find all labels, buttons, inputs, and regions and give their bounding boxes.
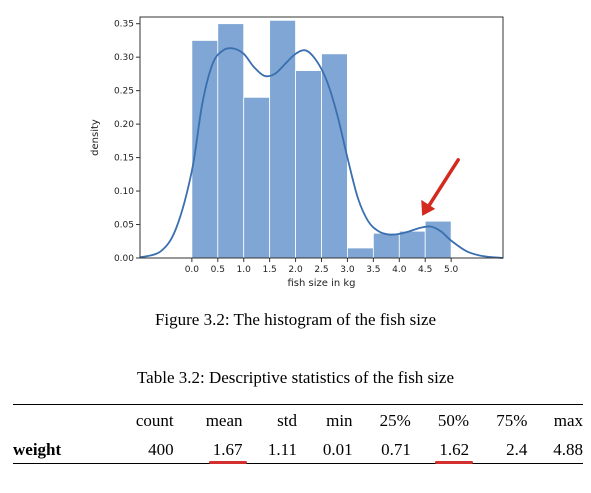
histogram-bar xyxy=(217,23,245,259)
x-tick-label: 3.5 xyxy=(366,265,380,275)
table-cell: 1.67 xyxy=(174,434,247,464)
histogram-chart: 0.00 0.05 0.10 0.15 0.20 0.25 0.30 0.35 0.0 0.5 1.… xyxy=(90,16,504,289)
x-tick-label: 0.5 xyxy=(211,265,225,275)
cell-value: 0.71 xyxy=(381,440,411,459)
y-tick-label: 0.25 xyxy=(114,87,134,97)
cell-value: 4.88 xyxy=(553,440,583,459)
histogram-bar xyxy=(269,19,296,259)
table-cell: 1.62 xyxy=(411,434,473,464)
table-cell: 2.4 xyxy=(469,434,527,464)
kde-curve xyxy=(139,47,504,259)
column-header: max xyxy=(553,411,583,430)
column-header: 50% xyxy=(437,411,470,430)
y-tick-label: 0.15 xyxy=(114,154,134,164)
y-tick-label: 0.10 xyxy=(114,187,134,197)
highlighted-value: 1.67 xyxy=(208,440,247,464)
x-axis-label: fish size in kg xyxy=(287,278,355,289)
figure-caption: Figure 3.2: The histogram of the fish si… xyxy=(154,310,437,329)
x-tick-label: 5.0 xyxy=(444,265,459,275)
histogram-bar xyxy=(347,247,374,259)
y-axis-label: density xyxy=(90,119,101,156)
cell-value: 1.11 xyxy=(267,440,297,459)
x-tick-label: 4.5 xyxy=(418,265,432,275)
column-header: mean xyxy=(205,411,243,430)
column-header xyxy=(13,405,103,435)
histogram-bar xyxy=(243,96,271,259)
x-tick-label: 1.5 xyxy=(262,265,276,275)
column-header: count xyxy=(135,411,174,430)
table-row: weight 400 1.67 1.11 0.01 0.71 1.62 2.4 4.88 xyxy=(13,434,583,464)
annotation-arrow xyxy=(421,158,460,216)
stats-table: count mean std min 25% 50% 75% max weight 400 1.6… xyxy=(13,404,583,464)
y-tick-label: 0.05 xyxy=(114,221,134,231)
x-tick-label: 4.0 xyxy=(392,265,407,275)
highlighted-value: 1.62 xyxy=(435,440,473,464)
histogram-figure: 0.00 0.05 0.10 0.15 0.20 0.25 0.30 0.35 0.0 0.5 1.… xyxy=(90,16,504,289)
table-header-row: count mean std min 25% 50% 75% max xyxy=(13,404,583,435)
histogram-bar xyxy=(372,232,400,259)
y-tick-label: 0.00 xyxy=(114,254,134,264)
arrow-head xyxy=(421,199,436,216)
arrow-shaft xyxy=(426,158,460,209)
cell-value: 2.4 xyxy=(506,440,528,459)
y-tick-label: 0.20 xyxy=(114,120,134,130)
cell-value: 400 xyxy=(148,440,174,459)
table-cell: 400 xyxy=(103,434,174,464)
column-header: 75% xyxy=(496,411,528,430)
x-tick-label: 2.0 xyxy=(288,265,303,275)
table-cell: 1.11 xyxy=(243,434,297,464)
histogram-bar xyxy=(398,230,426,259)
x-tick-label: 3.0 xyxy=(340,265,355,275)
histogram-bar xyxy=(295,70,322,259)
cell-value: 0.01 xyxy=(322,440,353,459)
x-tick-label: 0.0 xyxy=(185,265,200,275)
x-tick-label: 2.5 xyxy=(314,265,328,275)
column-header: std xyxy=(277,411,297,430)
table-cell: 0.71 xyxy=(353,434,411,464)
y-tick-label: 0.35 xyxy=(114,20,134,30)
column-header: 25% xyxy=(379,411,411,430)
row-label: weight xyxy=(13,440,62,459)
table-caption: Table 3.2: Descriptive statistics of the… xyxy=(136,368,454,387)
table-cell: 0.01 xyxy=(297,434,353,464)
table-cell: 4.88 xyxy=(527,434,583,464)
column-header: min xyxy=(326,411,353,430)
y-tick-label: 0.30 xyxy=(114,53,134,63)
table-body: weight 400 1.67 1.11 0.01 0.71 1.62 2.4 4.88 xyxy=(13,434,583,464)
x-tick-label: 1.0 xyxy=(237,265,252,275)
histogram-bar xyxy=(321,53,348,259)
